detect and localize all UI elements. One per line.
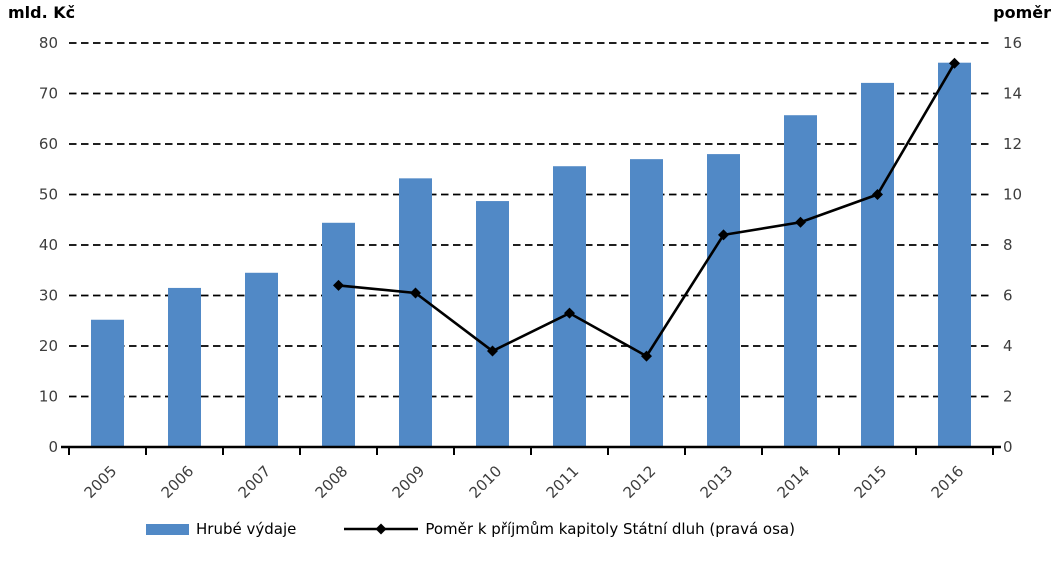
left-axis-tick-0: 0 xyxy=(48,438,58,456)
bar-2016 xyxy=(938,62,971,447)
legend: Hrubé výdaje Poměr k příjmům kapitoly St… xyxy=(0,520,1000,538)
marker-2016 xyxy=(949,57,960,69)
right-axis-tick-12: 12 xyxy=(1003,135,1022,153)
marker-2014 xyxy=(795,216,806,228)
legend-item-bar-series: Hrubé výdaje xyxy=(146,520,296,538)
right-axis-tick-0: 0 xyxy=(1003,438,1013,456)
bar-2007 xyxy=(245,272,278,447)
bar-2012 xyxy=(630,159,663,447)
x-label-2012: 2012 xyxy=(620,462,660,502)
bar-series-swatch-icon xyxy=(146,523,190,535)
x-label-2005: 2005 xyxy=(81,462,121,502)
right-axis-tick-8: 8 xyxy=(1003,236,1013,254)
left-axis-tick-40: 40 xyxy=(39,236,58,254)
left-axis-tick-20: 20 xyxy=(39,337,58,355)
x-label-2014: 2014 xyxy=(774,462,814,502)
bar-2008 xyxy=(322,222,355,447)
left-axis-tick-10: 10 xyxy=(39,388,58,406)
x-label-2008: 2008 xyxy=(312,462,352,502)
bar-2011 xyxy=(553,166,586,447)
right-axis-tick-10: 10 xyxy=(1003,186,1022,204)
x-label-2010: 2010 xyxy=(466,462,506,502)
bar-2015 xyxy=(861,82,894,448)
bar-2006 xyxy=(168,287,201,447)
right-axis-tick-16: 16 xyxy=(1003,34,1022,52)
bar-2009 xyxy=(399,178,432,447)
legend-item-line-series: Poměr k příjmům kapitoly Státní dluh (pr… xyxy=(344,520,795,538)
x-label-2006: 2006 xyxy=(158,462,198,502)
line-series-marker-icon xyxy=(344,523,419,535)
marker-2013 xyxy=(718,229,729,241)
x-label-2011: 2011 xyxy=(543,462,583,502)
bar-2005 xyxy=(91,319,124,447)
x-label-2015: 2015 xyxy=(851,462,891,502)
right-axis-tick-4: 4 xyxy=(1003,337,1013,355)
right-axis-tick-14: 14 xyxy=(1003,85,1022,103)
right-axis-tick-2: 2 xyxy=(1003,388,1013,406)
left-axis-tick-80: 80 xyxy=(39,34,58,52)
marker-2008 xyxy=(333,279,344,291)
marker-2009 xyxy=(410,287,421,299)
bar-2014 xyxy=(784,115,817,447)
left-axis-tick-30: 30 xyxy=(39,287,58,305)
marker-2010 xyxy=(487,345,498,357)
marker-2015 xyxy=(872,189,883,200)
bar-2010 xyxy=(476,201,509,447)
bar-2013 xyxy=(707,154,740,447)
marker-2012 xyxy=(641,350,652,362)
x-label-2009: 2009 xyxy=(389,462,429,502)
right-axis-tick-6: 6 xyxy=(1003,287,1013,305)
marker-2011 xyxy=(564,307,575,319)
right-axis-title: poměr xyxy=(993,3,1051,22)
bar-series-label: Hrubé výdaje xyxy=(196,520,297,538)
x-label-2016: 2016 xyxy=(928,462,968,502)
line-series-label: Poměr k příjmům kapitoly Státní dluh (pr… xyxy=(425,520,795,538)
x-label-2013: 2013 xyxy=(697,462,737,502)
left-axis-tick-60: 60 xyxy=(39,135,58,153)
x-label-2007: 2007 xyxy=(235,462,275,502)
left-axis-title: mld. Kč xyxy=(8,3,76,22)
left-axis-tick-70: 70 xyxy=(39,85,58,103)
left-axis-tick-50: 50 xyxy=(39,186,58,204)
